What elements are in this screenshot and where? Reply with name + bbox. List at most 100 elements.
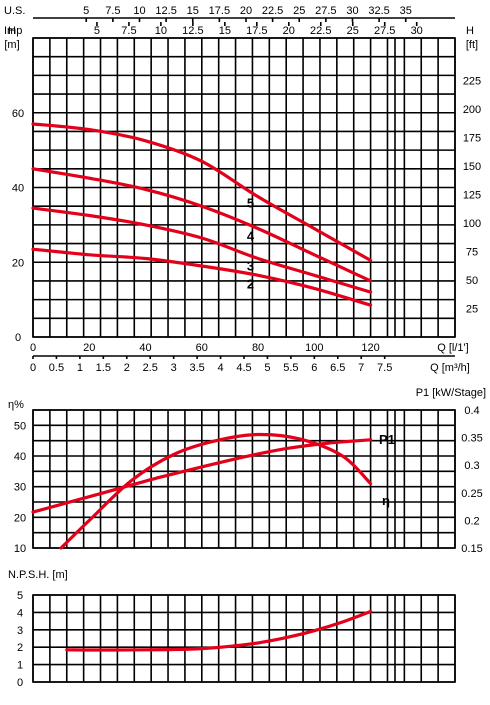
left-axis-tick-label: 30 [14,482,26,494]
top-axis-us-tick-label: 5 [83,5,89,17]
efficiency-curve-label: η [382,493,390,508]
bottom-axis-flow-tick-label: 40 [139,342,151,354]
plot-frame [32,37,456,338]
bottom-axis-m3h-tick-label: 4.5 [236,362,251,374]
left-axis-tick-label: 1 [17,660,23,672]
head-curve-label-2: 2 [247,276,254,291]
right-axis-unit: [ft] [466,39,478,51]
head-curve-2 [31,247,373,307]
right-axis-tick-label: 125 [463,190,481,202]
head-curve-4 [31,167,373,283]
top-axis-imp-label: Imp [4,25,22,37]
bottom-axis-m3h-tick-label: 0 [30,362,36,374]
bottom-axis-flow-tick-label: 60 [196,342,208,354]
bottom-axis-flow-tick-label: 80 [252,342,264,354]
bottom-axis-flow-tick-label: 100 [305,342,323,354]
top-axis-us-tick-label: 32.5 [368,5,389,17]
top-axis-imp-tick-label: 5 [94,25,100,37]
bottom-axis-flow-tick-label: 20 [83,342,95,354]
left-axis-tick-label: 5 [17,590,23,602]
left-axis-label: N.P.S.H. [m] [8,569,68,581]
top-axis-imp-tick-label: 7.5 [121,25,136,37]
bottom-axis-m3h-tick-label: 3 [171,362,177,374]
power-curve [31,438,373,514]
bottom-axis-m3h-tick-label: 2 [124,362,130,374]
right-axis-tick-label: 0.25 [461,488,482,500]
bottom-axis-m3h-tick-label: 0.5 [49,362,64,374]
left-axis-label: η% [8,399,24,411]
top-axis-us-tick-label: 17.5 [209,5,230,17]
bottom-axis-m3h-tick-label: 6 [311,362,317,374]
right-axis-tick-label: 0.3 [464,460,479,472]
top-axis-us-tick-label: 27.5 [315,5,336,17]
bottom-axis-m3h-tick-label: 6.5 [330,362,345,374]
top-axis-us-tick-label: 20 [240,5,252,17]
bottom-axis-m3h-tick-label: 5 [264,362,270,374]
right-axis-tick-label: 25 [466,304,478,316]
top-axis-imp-tick-label: 22.5 [310,25,331,37]
left-axis-label: H [8,25,16,37]
right-axis-tick-label: 225 [463,76,481,88]
bottom-axis-m3h-tick-label: 5.5 [283,362,298,374]
top-axis-us-tick-label: 7.5 [105,5,120,17]
top-axis-imp-tick-label: 17.5 [246,25,267,37]
left-axis-tick-label: 3 [17,625,23,637]
plot-frame [32,594,456,683]
left-axis-tick-label: 4 [17,607,23,619]
left-axis-tick-label: 60 [12,108,24,120]
left-axis-tick-label: 0 [17,677,23,689]
bottom-axis-flow-tick-label: 120 [361,342,379,354]
top-axis-us-tick-label: 25 [293,5,305,17]
top-axis-us-label: U.S. [4,5,25,17]
left-axis-tick-label: 40 [14,451,26,463]
top-axis-imp-tick-label: 10 [155,25,167,37]
npsh-chart: N.P.S.H. [m] 0 1 2 3 4 5 [8,569,456,689]
top-axis-us-tick-label: 35 [400,5,412,17]
bottom-axis-m3h-label: Q [m³/h] [430,362,470,374]
bottom-axis-flow-label: Q [l/1'] [437,342,468,354]
right-axis-label: H [466,25,474,37]
top-axis-imp-tick-label: 25 [347,25,359,37]
top-axis-us-tick-label: 15 [187,5,199,17]
head-curve-label-5: 5 [247,195,254,210]
bottom-axis-m3h-tick-label: 4 [217,362,223,374]
right-axis-tick-label: 50 [466,275,478,287]
right-axis-label: P1 [kW/Stage] [416,387,486,399]
npsh-curve [65,609,373,652]
power-curve-label: P1 [379,432,395,447]
right-axis-tick-label: 200 [463,104,481,116]
right-axis-tick-label: 175 [463,133,481,145]
head-chart: U.S. 5 7.5 10 12.5 15 17.5 20 22.5 25 27.5 30 32.5 35… [4,5,481,374]
top-axis-imp-tick-label: 30 [411,25,423,37]
left-axis-tick-label: 50 [14,420,26,432]
right-axis-tick-label: 0.35 [461,433,482,445]
right-axis-tick-label: 75 [466,247,478,259]
efficiency-chart: η% 10 20 30 40 50 P1 [kW/Stage] 0.15 0.2 0.25 0.3 0… [8,387,486,555]
left-axis-tick-label: 0 [15,332,21,344]
top-axis-us-tick-label: 10 [133,5,145,17]
top-axis-imp-tick-label: 12.5 [182,25,203,37]
bottom-axis-m3h-tick-label: 2.5 [143,362,158,374]
head-curve-label-4: 4 [247,228,255,243]
top-axis-us-tick-label: 30 [346,5,358,17]
left-axis-tick-label: 20 [14,512,26,524]
left-axis-tick-label: 2 [17,642,23,654]
bottom-axis-m3h-tick-label: 1.5 [96,362,111,374]
efficiency-curve [59,432,373,550]
left-axis-unit: [m] [4,39,19,51]
top-axis-imp-tick-label: 27.5 [374,25,395,37]
head-curve-5 [31,122,373,262]
top-axis-imp-tick-label: 20 [283,25,295,37]
top-axis-us-tick-label: 12.5 [155,5,176,17]
bottom-axis-flow-tick-label: 0 [30,342,36,354]
left-axis-tick-label: 40 [12,183,24,195]
bottom-axis-m3h-tick-label: 7 [358,362,364,374]
top-axis-imp-tick-label: 15 [219,25,231,37]
right-axis-tick-label: 100 [463,218,481,230]
top-axis-us-tick-label: 22.5 [262,5,283,17]
bottom-axis-m3h-tick-label: 3.5 [189,362,204,374]
right-axis-tick-label: 0.2 [464,515,479,527]
right-axis-tick-label: 150 [463,161,481,173]
plot-frame [32,409,456,549]
